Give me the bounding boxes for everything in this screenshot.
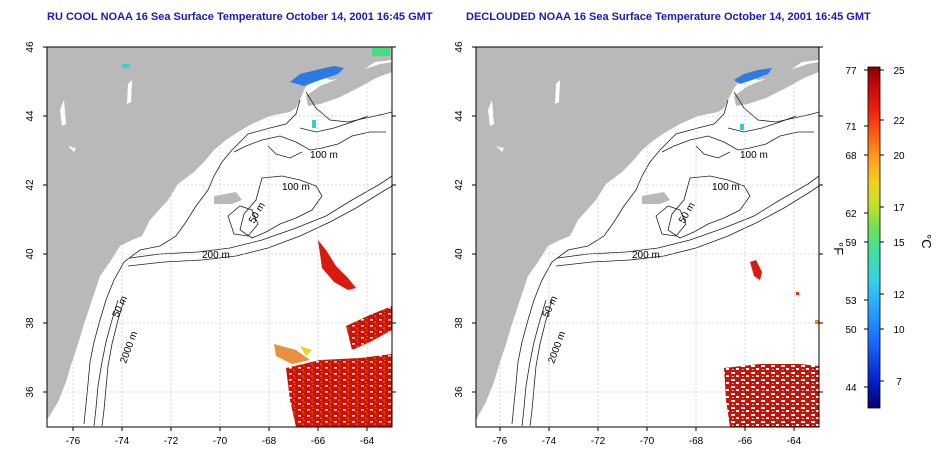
- colorbar-f-unit: °F: [831, 242, 846, 255]
- colorbar-c-tick-label: 10: [893, 325, 905, 336]
- right-label-100m-b: 100 m: [712, 182, 740, 193]
- colorbar-c-unit: °C: [919, 234, 934, 249]
- left-lon-tick-label: -72: [164, 436, 179, 447]
- left-lon-tick-label: -70: [213, 436, 228, 447]
- colorbar-f-ticks: 77 71 68 62 59 53 50 44: [845, 66, 868, 394]
- colorbar-f-tick-label: 44: [845, 383, 857, 394]
- left-lat-tick-label: 44: [25, 110, 36, 122]
- right-lat-tick-label: 44: [454, 110, 465, 122]
- right-lat-tick-label: 36: [454, 386, 465, 398]
- right-warm-patch-1: [750, 260, 762, 280]
- right-lat-tick-label: 40: [454, 248, 465, 260]
- colorbar-c-tick-label: 7: [896, 377, 902, 388]
- colorbar-c-ticks: 25 22 20 17 15 12 10 7: [880, 66, 905, 388]
- left-lat-tick-label: 40: [25, 248, 36, 260]
- right-lon-tick-label: -76: [493, 436, 508, 447]
- left-map: 100 m 100 m 50 m 200 m 50 m 2000 m 46444…: [25, 41, 396, 447]
- colorbar-c-tick-label: 15: [893, 238, 905, 249]
- left-nova-scotia: [306, 62, 392, 106]
- colorbar-c-tick-label: 25: [893, 66, 905, 77]
- left-lat-tick-label: 38: [25, 317, 36, 329]
- colorbar-c-tick-label: 17: [893, 203, 905, 214]
- right-land: [476, 47, 819, 420]
- right-lon-tick-label: -72: [591, 436, 606, 447]
- left-lat-tick-label: 46: [25, 41, 36, 53]
- right-lat-tick-label: 46: [454, 41, 465, 53]
- right-nova-scotia: [734, 62, 819, 106]
- right-lon-tick-label: -68: [689, 436, 704, 447]
- colorbar-c-tick-label: 20: [893, 151, 905, 162]
- right-lon-tick-label: -66: [738, 436, 753, 447]
- left-lon-tick-label: -68: [262, 436, 277, 447]
- left-lon-tick-label: -76: [66, 436, 81, 447]
- colorbar: 77 71 68 62 59 53 50 44 25 22 20 17 15 12 10 7 °F °C: [831, 66, 934, 409]
- left-lon-tick-label: -74: [115, 436, 130, 447]
- colorbar-gradient: [867, 66, 881, 409]
- left-lon-tick-label: -64: [360, 436, 375, 447]
- left-lat-tick-label: 42: [25, 179, 36, 191]
- colorbar-f-tick-label: 62: [845, 209, 857, 220]
- left-lat-tick-label: 36: [25, 386, 36, 398]
- left-label-200m: 200 m: [202, 250, 230, 261]
- colorbar-f-tick-label: 50: [845, 325, 857, 336]
- left-warm-patch-2: [286, 354, 392, 427]
- left-label-100m-a: 100 m: [310, 150, 338, 161]
- left-lon-tick-label: -66: [311, 436, 326, 447]
- left-land: [47, 47, 392, 420]
- colorbar-c-tick-label: 12: [893, 290, 905, 301]
- right-lat-tick-label: 42: [454, 179, 465, 191]
- colorbar-f-tick-label: 53: [845, 296, 857, 307]
- right-cold-patch: [734, 68, 772, 84]
- right-lon-tick-label: -70: [640, 436, 655, 447]
- right-panel-title: DECLOUDED NOAA 16 Sea Surface Temperatur…: [466, 11, 871, 23]
- colorbar-f-tick-label: 59: [845, 238, 857, 249]
- right-warm-patch-2: [724, 364, 819, 427]
- right-lat-axis: 46 44 42 40 38 36: [454, 41, 823, 398]
- left-panel-title: RU COOL NOAA 16 Sea Surface Temperature …: [47, 11, 433, 23]
- right-lon-tick-label: -74: [542, 436, 557, 447]
- left-lat-axis: 46 44 42 40 38 36: [25, 41, 396, 398]
- right-lon-axis: -76 -74 -72 -70 -68 -66 -64: [493, 427, 802, 447]
- left-label-100m-b: 100 m: [282, 182, 310, 193]
- right-label-200m: 200 m: [632, 250, 660, 261]
- right-lat-tick-label: 38: [454, 317, 465, 329]
- right-lon-tick-label: -64: [787, 436, 802, 447]
- colorbar-f-tick-label: 68: [845, 151, 857, 162]
- left-lon-axis: -76 -74 -72 -70 -68 -66 -64: [66, 427, 375, 447]
- colorbar-f-tick-label: 71: [845, 122, 857, 133]
- right-label-100m-a: 100 m: [740, 150, 768, 161]
- colorbar-c-tick-label: 22: [893, 116, 905, 127]
- left-cold-patch: [290, 66, 344, 86]
- right-map: 100 m 100 m 50 m 200 m 50 m 2000 m 46444…: [454, 41, 823, 447]
- left-warm-patch-1: [318, 240, 356, 290]
- colorbar-f-tick-label: 77: [845, 66, 857, 77]
